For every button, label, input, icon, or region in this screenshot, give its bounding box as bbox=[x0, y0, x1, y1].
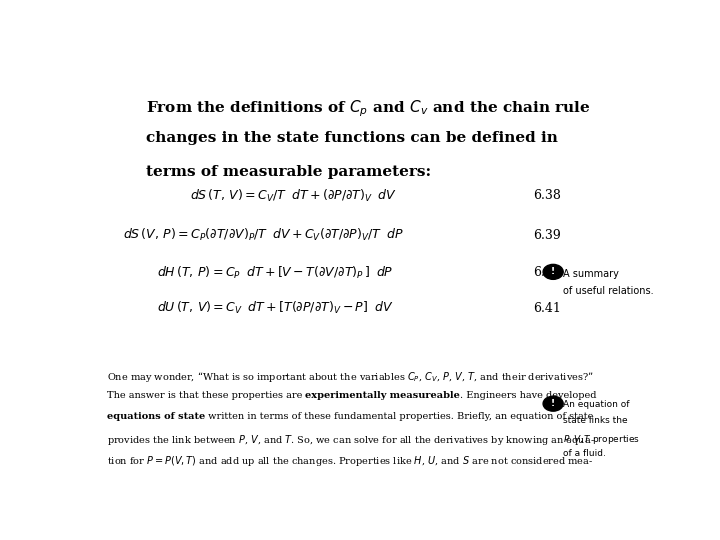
Circle shape bbox=[548, 268, 559, 276]
Text: 6.39: 6.39 bbox=[534, 229, 562, 242]
Text: $dS\,(T,\,V) = C_V/T\;\; dT + (\partial P/\partial T)_V\;\; dV$: $dS\,(T,\,V) = C_V/T\;\; dT + (\partial … bbox=[190, 188, 397, 204]
Circle shape bbox=[543, 396, 563, 411]
Text: One may wonder, “What is so important about the variables $C_P$, $C_V$, $P$, $V$: One may wonder, “What is so important ab… bbox=[107, 370, 593, 384]
Text: equations of state: equations of state bbox=[107, 412, 205, 421]
Text: 6.40: 6.40 bbox=[534, 266, 562, 279]
Text: $dH\,(T,\,P) = C_P\;\; dT + [V - T(\partial V/\partial T)_P\,]\;\; dP$: $dH\,(T,\,P) = C_P\;\; dT + [V - T(\part… bbox=[157, 265, 393, 281]
Circle shape bbox=[548, 400, 559, 408]
Text: of a fluid.: of a fluid. bbox=[563, 449, 606, 458]
Text: experimentally measureable: experimentally measureable bbox=[305, 391, 460, 400]
Text: 6.38: 6.38 bbox=[534, 190, 562, 202]
Text: !: ! bbox=[551, 399, 555, 408]
Text: terms of measurable parameters:: terms of measurable parameters: bbox=[145, 165, 431, 179]
Text: tion for $P = P(V,T)$ and add up all the changes. Properties like $H$, $U$, and : tion for $P = P(V,T)$ and add up all the… bbox=[107, 454, 593, 468]
Text: The answer is that these properties are: The answer is that these properties are bbox=[107, 391, 305, 400]
Text: From the definitions of $C_p$ and $C_v$ and the chain rule: From the definitions of $C_p$ and $C_v$ … bbox=[145, 98, 590, 119]
Text: $dU\,(T,\,V) = C_V\;\; dT + [T(\partial P/\partial T)_V - P]\;\; dV$: $dU\,(T,\,V) = C_V\;\; dT + [T(\partial … bbox=[157, 300, 393, 316]
Text: written in terms of these fundamental properties. Briefly, an equation of state: written in terms of these fundamental pr… bbox=[205, 412, 593, 421]
Text: A summary: A summary bbox=[563, 268, 619, 279]
Text: provides the link between $P$, $V$, and $T$. So, we can solve for all the deriva: provides the link between $P$, $V$, and … bbox=[107, 433, 595, 447]
Text: . Engineers have developed: . Engineers have developed bbox=[460, 391, 597, 400]
Text: state links the: state links the bbox=[563, 416, 628, 425]
Circle shape bbox=[543, 265, 563, 279]
Text: !: ! bbox=[551, 267, 555, 276]
Text: An equation of: An equation of bbox=[563, 400, 630, 409]
Text: $dS\,(V,\,P) = C_P(\partial T/\partial V)_P/T\;\; dV + C_V(\partial T/\partial P: $dS\,(V,\,P) = C_P(\partial T/\partial V… bbox=[124, 227, 404, 244]
Text: of useful relations.: of useful relations. bbox=[563, 286, 654, 296]
Text: changes in the state functions can be defined in: changes in the state functions can be de… bbox=[145, 131, 558, 145]
Text: 6.41: 6.41 bbox=[534, 301, 562, 314]
Text: $P, V, T$ properties: $P, V, T$ properties bbox=[563, 433, 640, 446]
